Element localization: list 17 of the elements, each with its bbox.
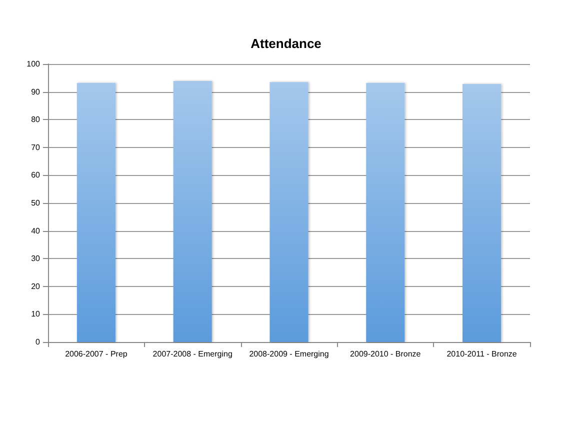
y-tick-label: 10 bbox=[31, 310, 41, 319]
y-tick-label: 100 bbox=[26, 60, 41, 68]
y-tick-label: 60 bbox=[31, 170, 41, 180]
x-tick-label: 2008-2009 - Emerging bbox=[249, 350, 329, 358]
y-tick-label: 30 bbox=[31, 254, 41, 264]
y-tick-label: 90 bbox=[31, 87, 41, 96]
x-tick-label: 2007-2008 - Emerging bbox=[152, 350, 232, 358]
x-tick-label: 2010-2011 - Bronze bbox=[446, 350, 518, 358]
y-tick-label: 20 bbox=[31, 282, 41, 291]
x-tick-label: 2006-2007 - Prep bbox=[65, 350, 128, 358]
x-tick-label: 2009-2010 - Bronze bbox=[350, 350, 422, 358]
y-tick-label: 0 bbox=[36, 338, 41, 346]
y-tick-label: 70 bbox=[31, 142, 41, 152]
y-tick-label: 50 bbox=[31, 198, 41, 208]
chart-title: Attendance bbox=[250, 36, 322, 51]
y-tick-label: 80 bbox=[31, 115, 41, 124]
y-tick-label: 40 bbox=[31, 226, 41, 236]
